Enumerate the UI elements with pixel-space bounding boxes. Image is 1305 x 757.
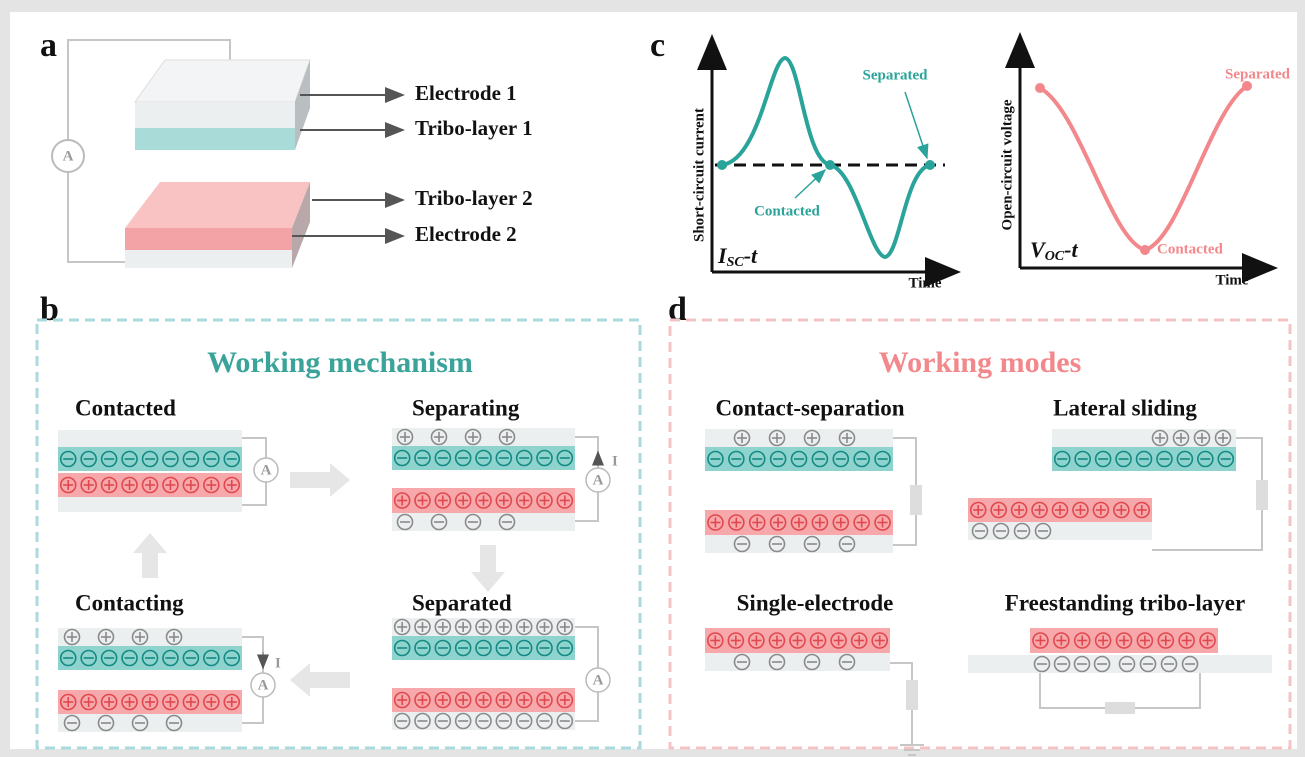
suffix: -t bbox=[1064, 237, 1078, 262]
electrode bbox=[58, 714, 242, 732]
tribo-layer bbox=[125, 228, 292, 250]
point bbox=[825, 160, 835, 170]
tribo-layer bbox=[135, 128, 295, 150]
electrode bbox=[58, 430, 242, 447]
electrode bbox=[1052, 429, 1236, 447]
point bbox=[1035, 83, 1045, 93]
layer-label: Electrode 1 bbox=[415, 81, 517, 105]
state-label: Separating bbox=[412, 395, 520, 420]
electrode bbox=[135, 102, 295, 128]
ammeter-label: A bbox=[593, 672, 604, 688]
electrode bbox=[705, 535, 893, 553]
panel-label: a bbox=[40, 27, 57, 64]
state-label: Separated bbox=[412, 590, 512, 615]
layer-label: Tribo-layer 1 bbox=[415, 116, 533, 140]
electrode bbox=[125, 250, 292, 268]
y-axis-label: Short-circuit current bbox=[691, 108, 707, 242]
mode-label: Lateral sliding bbox=[1053, 395, 1197, 420]
mode-label: Contact-separation bbox=[715, 395, 904, 420]
electrode bbox=[58, 497, 242, 512]
figure: a A Electrode 1 Tribo-layer 1 Tribo-laye… bbox=[0, 0, 1305, 757]
subscript: SC bbox=[727, 255, 745, 270]
suffix: -t bbox=[744, 243, 758, 268]
layer-label: Electrode 2 bbox=[415, 222, 517, 246]
ammeter-label: A bbox=[258, 677, 269, 693]
ammeter-label: A bbox=[593, 472, 604, 488]
ammeter-label: A bbox=[63, 148, 74, 164]
electrode bbox=[392, 513, 575, 531]
panel-title: Working modes bbox=[879, 346, 1082, 379]
panel-label: d bbox=[668, 291, 687, 328]
x-axis-label: Time bbox=[908, 275, 941, 291]
mode-label: Single-electrode bbox=[737, 590, 894, 615]
resistor bbox=[906, 680, 918, 710]
panel-title: Working mechanism bbox=[207, 346, 473, 379]
current-label: I bbox=[275, 655, 281, 671]
point bbox=[717, 160, 727, 170]
ammeter-label: A bbox=[261, 462, 272, 478]
subscript: OC bbox=[1045, 249, 1065, 264]
state-label: Contacted bbox=[75, 395, 176, 420]
layer-label: Tribo-layer 2 bbox=[415, 186, 533, 210]
page: a A Electrode 1 Tribo-layer 1 Tribo-laye… bbox=[0, 0, 1305, 757]
electrode bbox=[705, 653, 890, 671]
state-label: Contacting bbox=[75, 590, 184, 615]
panel-label: c bbox=[650, 27, 665, 64]
annotation: Separated bbox=[1225, 66, 1291, 82]
annotation: Separated bbox=[863, 67, 929, 83]
point bbox=[1140, 245, 1150, 255]
panel-label: b bbox=[40, 291, 59, 328]
annotation: Contacted bbox=[1157, 241, 1223, 257]
block-top bbox=[135, 60, 310, 102]
electrode bbox=[58, 628, 242, 646]
annotation: Contacted bbox=[754, 203, 820, 219]
resistor bbox=[910, 485, 922, 515]
resistor bbox=[1256, 480, 1268, 510]
y-axis-label: Open-circuit voltage bbox=[999, 99, 1015, 230]
electrode bbox=[705, 429, 893, 447]
resistor bbox=[1105, 702, 1135, 714]
current-label: I bbox=[612, 453, 618, 469]
electrode bbox=[392, 428, 575, 446]
mode-label: Freestanding tribo-layer bbox=[1005, 590, 1245, 615]
point bbox=[925, 160, 935, 170]
x-axis-label: Time bbox=[1215, 272, 1248, 288]
point bbox=[1242, 81, 1252, 91]
